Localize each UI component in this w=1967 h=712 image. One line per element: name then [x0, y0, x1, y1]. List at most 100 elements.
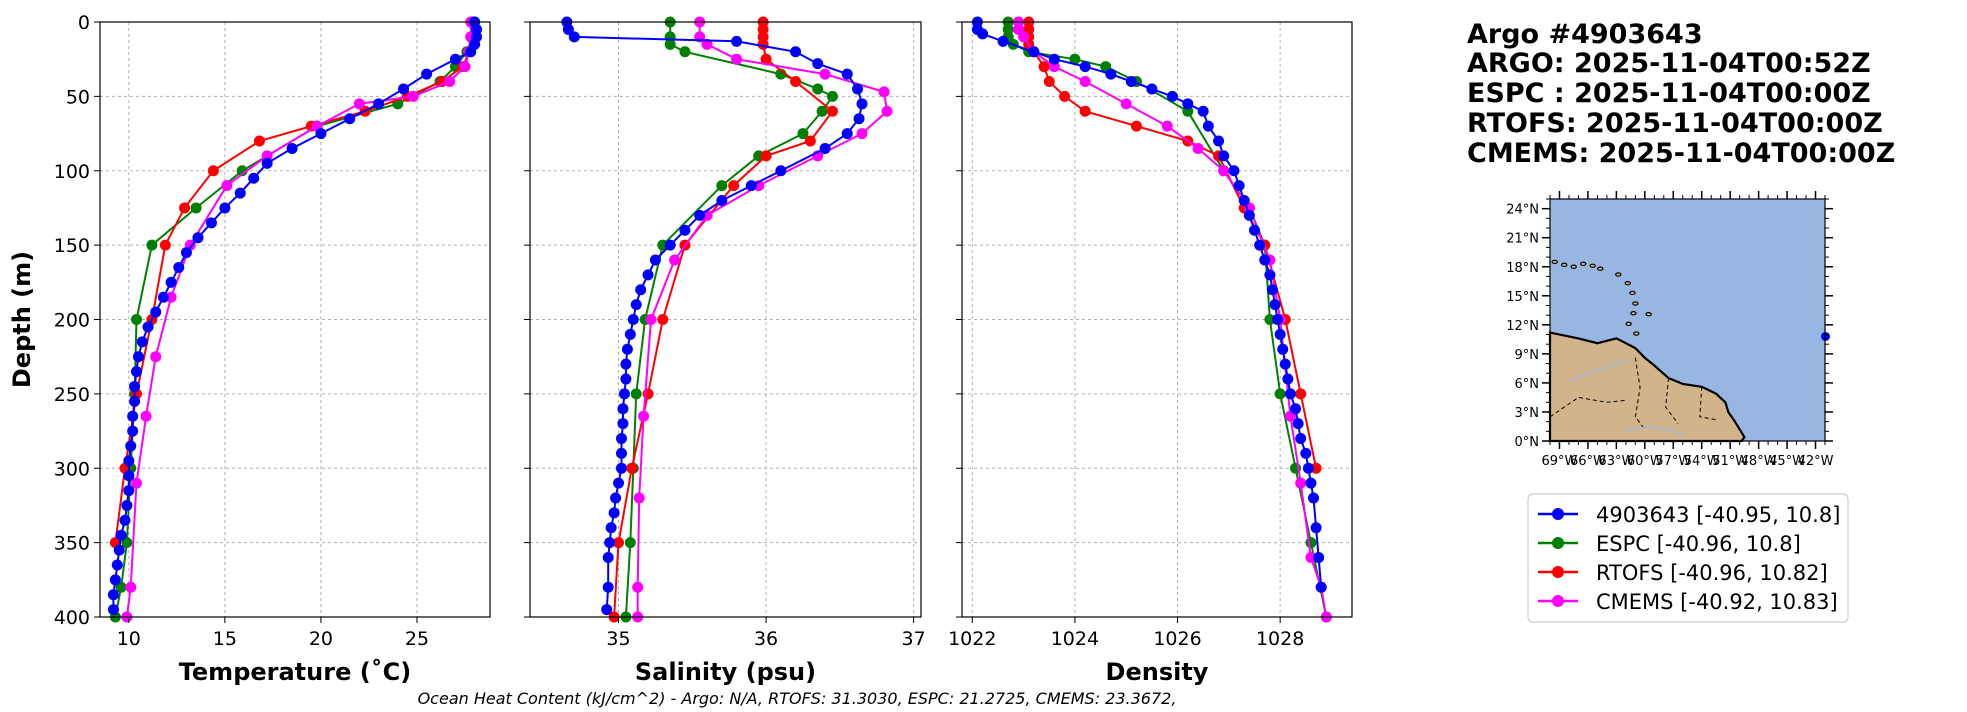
data-point	[150, 351, 162, 363]
data-point	[745, 180, 757, 192]
data-point	[615, 447, 627, 459]
data-point	[1233, 180, 1245, 192]
data-point	[819, 142, 831, 154]
data-point	[826, 105, 838, 117]
data-point	[123, 485, 135, 497]
data-point	[1277, 343, 1289, 355]
data-point	[664, 38, 676, 50]
data-point	[121, 537, 133, 549]
island	[1561, 262, 1568, 268]
data-point	[140, 410, 152, 422]
data-point	[1302, 462, 1314, 474]
data-point	[1295, 388, 1307, 400]
island	[1624, 281, 1631, 286]
y-tick-label: 300	[54, 458, 90, 480]
data-point	[1238, 195, 1250, 206]
data-point	[315, 128, 327, 140]
data-point	[731, 53, 743, 65]
data-point	[1182, 98, 1194, 110]
data-point	[207, 165, 219, 177]
data-point	[261, 157, 273, 169]
data-point	[353, 98, 365, 110]
data-point	[1310, 522, 1322, 534]
data-point	[1079, 76, 1091, 87]
island	[1570, 264, 1577, 269]
data-point	[1105, 68, 1117, 80]
header-line-argo-id: Argo #4903643	[1467, 19, 1703, 50]
data-point	[669, 254, 681, 266]
island	[1615, 272, 1622, 277]
data-point	[632, 581, 644, 593]
data-point	[1197, 105, 1209, 117]
data-point	[1202, 120, 1214, 132]
series-4903643	[107, 16, 483, 616]
data-point	[165, 291, 177, 303]
series-rtofs	[608, 16, 838, 623]
data-point	[248, 172, 260, 184]
map-lon-label: 45°W	[1769, 454, 1805, 469]
data-point	[125, 440, 137, 452]
data-point	[119, 514, 131, 526]
data-point	[1059, 90, 1071, 102]
legend-swatch-marker	[1552, 508, 1564, 520]
map-lat-label: 21°N	[1506, 232, 1539, 247]
data-point	[615, 462, 627, 474]
data-point	[615, 433, 627, 444]
map-lat-label: 24°N	[1506, 203, 1539, 218]
data-point	[1266, 284, 1278, 296]
island	[1632, 301, 1639, 306]
data-point	[760, 150, 772, 162]
data-point	[716, 195, 728, 206]
map-river	[1568, 358, 1631, 382]
x-tick-label: 36	[754, 628, 778, 650]
data-point	[664, 239, 676, 251]
x-axis-label: Temperature (˚C)	[179, 658, 412, 686]
map-river	[1625, 426, 1684, 436]
data-point	[219, 202, 231, 214]
data-point	[601, 604, 613, 616]
data-point	[1079, 105, 1091, 117]
legend-entry: 4903643 [-40.95, 10.8]	[1538, 503, 1840, 527]
data-point	[1313, 552, 1325, 563]
data-point	[1274, 388, 1286, 400]
data-point	[878, 86, 890, 98]
data-point	[610, 492, 622, 504]
data-point	[1295, 477, 1307, 489]
data-point	[159, 239, 171, 251]
data-point	[344, 113, 356, 125]
y-tick-label: 350	[54, 533, 90, 555]
data-point	[605, 522, 617, 534]
map-border	[1665, 378, 1679, 424]
data-point	[1300, 447, 1312, 459]
data-point	[728, 180, 740, 192]
data-point	[1284, 388, 1296, 400]
data-point	[129, 395, 141, 407]
data-point	[816, 105, 828, 117]
data-point	[1264, 269, 1276, 281]
x-tick-label: 35	[606, 628, 630, 650]
legend-box	[1527, 493, 1849, 623]
data-point	[562, 23, 574, 35]
data-point	[617, 418, 629, 430]
data-point	[465, 46, 477, 58]
header-line-argo-time: ARGO: 2025-11-04T00:52Z	[1467, 48, 1871, 79]
plot-area	[561, 16, 893, 623]
data-point	[657, 314, 669, 325]
x-axis-label: Salinity (psu)	[635, 658, 816, 686]
map-lat-label: 3°N	[1515, 406, 1540, 421]
data-point	[757, 38, 769, 50]
data-point	[997, 35, 1009, 47]
legend-label: ESPC [-40.96, 10.8]	[1596, 532, 1801, 556]
data-point	[123, 455, 135, 467]
data-point	[1279, 358, 1291, 370]
data-point	[804, 135, 816, 147]
data-point	[1272, 314, 1284, 325]
data-point	[253, 135, 265, 147]
data-point	[716, 180, 728, 192]
y-tick-label: 50	[66, 86, 90, 108]
data-point	[1269, 299, 1281, 311]
data-point	[1166, 90, 1178, 102]
data-point	[131, 477, 143, 489]
data-point	[127, 410, 139, 422]
